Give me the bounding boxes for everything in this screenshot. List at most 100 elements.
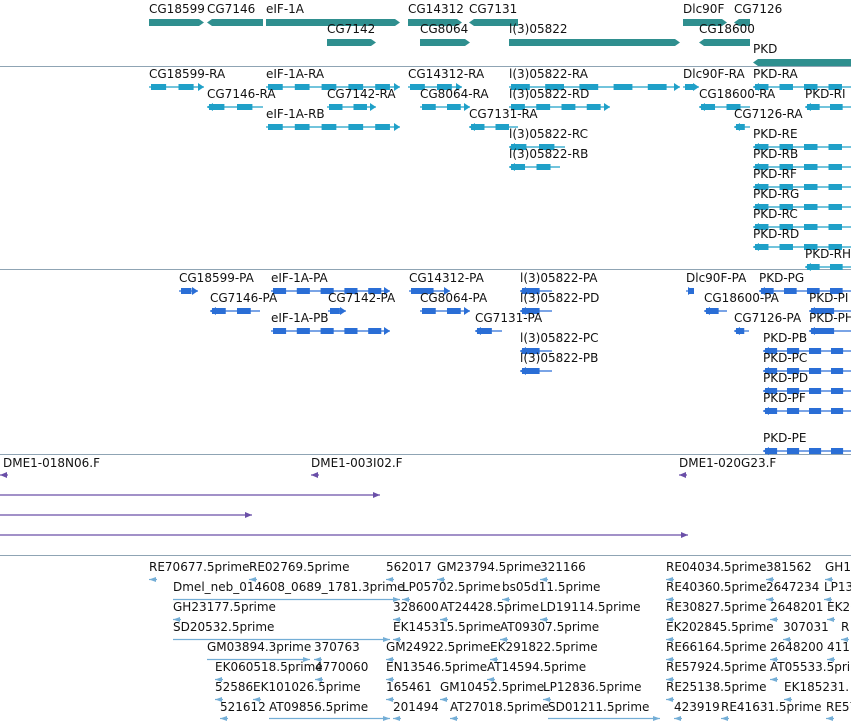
feature-label[interactable]: CG7146-RA bbox=[207, 87, 276, 101]
feature-label[interactable]: Dmel_neb_014608_0689_1781.3prime bbox=[173, 580, 405, 594]
feature-label[interactable]: CG14312 bbox=[408, 2, 464, 16]
feature-label[interactable]: CG7142 bbox=[327, 22, 376, 36]
feature-label[interactable]: l(3)05822-PA bbox=[520, 271, 598, 285]
feature-label[interactable]: EN13546.5prime bbox=[386, 660, 488, 674]
feature-label[interactable]: CG18600-RA bbox=[699, 87, 776, 101]
feature-label[interactable]: PKD-PD bbox=[763, 371, 809, 385]
feature-label[interactable]: EK291822.5prime bbox=[490, 640, 598, 654]
feature-label[interactable]: GM23794.5prime bbox=[437, 560, 542, 574]
feature-label[interactable]: CG7146-PA bbox=[210, 291, 278, 305]
feature-label[interactable]: 370763 bbox=[314, 640, 360, 654]
feature-label[interactable]: SD01211.5prime bbox=[548, 700, 650, 714]
feature-label[interactable]: AT14594.5prime bbox=[487, 660, 587, 674]
feature-label[interactable]: CG8064 bbox=[420, 22, 469, 36]
feature-label[interactable]: 411 bbox=[827, 640, 850, 654]
feature-label[interactable]: l(3)05822-RC bbox=[509, 127, 588, 141]
feature-label[interactable]: EK060518.5prime bbox=[215, 660, 323, 674]
feature-label[interactable]: l(3)05822-PB bbox=[520, 351, 599, 365]
feature-label[interactable]: 52586 bbox=[215, 680, 254, 694]
feature-label[interactable]: CG18600 bbox=[699, 22, 755, 36]
feature-label[interactable]: RE70677.5prime bbox=[149, 560, 250, 574]
feature-label[interactable]: GH1 bbox=[825, 560, 851, 574]
feature-label[interactable]: DME1-018N06.F bbox=[3, 456, 101, 470]
feature-label[interactable]: PKD-PE bbox=[763, 431, 807, 445]
feature-label[interactable]: 2647234 bbox=[766, 580, 820, 594]
feature-label[interactable]: eIF-1A-RB bbox=[266, 107, 325, 121]
feature-label[interactable]: PKD-PH bbox=[809, 311, 851, 325]
feature-label[interactable]: 423919 bbox=[674, 700, 720, 714]
feature-label[interactable]: l(3)05822-RD bbox=[509, 87, 590, 101]
feature-label[interactable]: l(3)05822 bbox=[509, 22, 568, 36]
feature-label[interactable]: l(3)05822-RA bbox=[509, 67, 588, 81]
feature-label[interactable]: CG7146 bbox=[207, 2, 256, 16]
feature-label[interactable]: Dlc90F-RA bbox=[683, 67, 745, 81]
feature-label[interactable]: 562017 bbox=[386, 560, 432, 574]
feature-label[interactable]: 2648201 bbox=[770, 600, 824, 614]
feature-label[interactable]: PKD bbox=[753, 42, 778, 56]
feature-label[interactable]: PKD-PG bbox=[759, 271, 805, 285]
feature-label[interactable]: PKD-PI bbox=[809, 291, 849, 305]
feature-label[interactable]: CG7142-PA bbox=[328, 291, 396, 305]
feature-label[interactable]: CG18599 bbox=[149, 2, 205, 16]
feature-label[interactable]: EK185231. bbox=[784, 680, 850, 694]
feature-label[interactable]: R bbox=[841, 620, 850, 634]
feature-label[interactable]: CG7131-PA bbox=[475, 311, 543, 325]
feature-label[interactable]: LP05702.5prime bbox=[402, 580, 501, 594]
feature-label[interactable]: l(3)05822-RB bbox=[509, 147, 589, 161]
feature-label[interactable]: EK202845.5prime bbox=[666, 620, 774, 634]
feature-label[interactable]: PKD-RF bbox=[753, 167, 797, 181]
feature-label[interactable]: eIF-1A-RA bbox=[266, 67, 325, 81]
feature-label[interactable]: DME1-020G23.F bbox=[679, 456, 777, 470]
feature-label[interactable]: RE30827.5prime bbox=[666, 600, 767, 614]
feature-label[interactable]: Dlc90F bbox=[683, 2, 725, 16]
feature-label[interactable]: CG18599-RA bbox=[149, 67, 226, 81]
feature-label[interactable]: CG7126-RA bbox=[734, 107, 803, 121]
feature-label[interactable]: CG18599-PA bbox=[179, 271, 254, 285]
feature-label[interactable]: RE02769.5prime bbox=[249, 560, 350, 574]
feature-label[interactable]: RE40360.5prime bbox=[666, 580, 767, 594]
feature-label[interactable]: DME1-003I02.F bbox=[311, 456, 403, 470]
feature-label[interactable]: RE25138.5prime bbox=[666, 680, 767, 694]
feature-label[interactable]: PKD-PF bbox=[763, 391, 806, 405]
feature-label[interactable]: PKD-RA bbox=[753, 67, 798, 81]
feature-label[interactable]: EK101026.5prime bbox=[253, 680, 361, 694]
feature-label[interactable]: CG7126-PA bbox=[734, 311, 802, 325]
feature-label[interactable]: PKD-RE bbox=[753, 127, 798, 141]
feature-label[interactable]: PKD-PB bbox=[763, 331, 808, 345]
feature-label[interactable]: AT09307.5prime bbox=[500, 620, 600, 634]
feature-label[interactable]: RE66164.5prime bbox=[666, 640, 767, 654]
feature-label[interactable]: CG8064-PA bbox=[420, 291, 488, 305]
feature-label[interactable]: CG7131 bbox=[469, 2, 518, 16]
feature-label[interactable]: eIF-1A-PA bbox=[271, 271, 328, 285]
feature-label[interactable]: CG7126 bbox=[734, 2, 783, 16]
feature-label[interactable]: 328600 bbox=[393, 600, 439, 614]
feature-label[interactable]: AT05533.5prime bbox=[770, 660, 851, 674]
feature-label[interactable]: 2648200 bbox=[770, 640, 824, 654]
feature-label[interactable]: EK26 bbox=[827, 600, 851, 614]
feature-label[interactable]: RE04034.5prime bbox=[666, 560, 767, 574]
feature-label[interactable]: CG14312-RA bbox=[408, 67, 485, 81]
feature-label[interactable]: CG14312-PA bbox=[409, 271, 484, 285]
feature-label[interactable]: CG18600-PA bbox=[704, 291, 779, 305]
feature-label[interactable]: RE57 bbox=[826, 700, 851, 714]
feature-label[interactable]: eIF-1A-PB bbox=[271, 311, 329, 325]
feature-label[interactable]: l(3)05822-PD bbox=[520, 291, 600, 305]
feature-label[interactable]: eIF-1A bbox=[266, 2, 304, 16]
feature-label[interactable]: LP13 bbox=[824, 580, 851, 594]
feature-label[interactable]: RE41631.5prime bbox=[721, 700, 822, 714]
feature-label[interactable]: EK145315.5prime bbox=[393, 620, 501, 634]
feature-label[interactable]: PKD-RD bbox=[753, 227, 800, 241]
feature-label[interactable]: PKD-RI bbox=[805, 87, 846, 101]
feature-label[interactable]: GM10452.5prime bbox=[440, 680, 545, 694]
feature-label[interactable]: bs05d11.5prime bbox=[502, 580, 601, 594]
feature-label[interactable]: CG8064-RA bbox=[420, 87, 489, 101]
feature-label[interactable]: l(3)05822-PC bbox=[520, 331, 599, 345]
feature-label[interactable]: PKD-RC bbox=[753, 207, 798, 221]
feature-label[interactable]: Dlc90F-PA bbox=[686, 271, 747, 285]
feature-label[interactable]: CG7142-RA bbox=[327, 87, 396, 101]
feature-label[interactable]: LP12836.5prime bbox=[543, 680, 642, 694]
feature-label[interactable]: 201494 bbox=[393, 700, 439, 714]
feature-label[interactable]: LD19114.5prime bbox=[540, 600, 641, 614]
feature-label[interactable]: GM03894.3prime bbox=[207, 640, 312, 654]
feature-label[interactable]: AT09856.5prime bbox=[269, 700, 369, 714]
